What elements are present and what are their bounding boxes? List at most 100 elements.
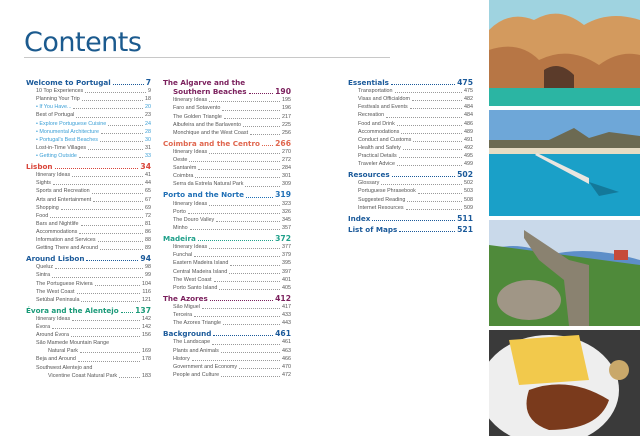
toc-entry[interactable]: The Azores Triangle 443 xyxy=(163,319,291,327)
toc-entry[interactable]: Porto 326 xyxy=(163,208,291,216)
toc-entry[interactable]: Sports and Recreation 65 xyxy=(26,187,151,195)
toc-entry[interactable]: Serra da Estrela Natural Park 309 xyxy=(163,180,291,188)
toc-entry[interactable]: Food and Drink 486 xyxy=(348,120,473,128)
toc-entry[interactable]: Getting There and Around 89 xyxy=(26,244,151,252)
section-heading[interactable]: Welcome to Portugal 7 xyxy=(26,78,151,87)
toc-entry[interactable]: The Landscape 461 xyxy=(163,338,291,346)
toc-entry[interactable]: Porto Santo Island 405 xyxy=(163,284,291,292)
toc-entry[interactable]: Portuguese Phrasebook 503 xyxy=(348,187,473,195)
entry-label: Around Évora xyxy=(36,332,69,339)
toc-entry[interactable]: Santarém 284 xyxy=(163,164,291,172)
section-heading[interactable]: Porto and the Norte 319 xyxy=(163,191,291,200)
toc-entry[interactable]: Accommodations 489 xyxy=(348,128,473,136)
toc-entry[interactable]: Beja and Around 178 xyxy=(26,355,151,363)
toc-entry[interactable]: Bars and Nightlife 81 xyxy=(26,220,151,228)
toc-entry[interactable]: Évora 142 xyxy=(26,323,151,331)
toc-entry[interactable]: Natural Park 169 xyxy=(26,347,151,355)
toc-entry[interactable]: Terceira 433 xyxy=(163,311,291,319)
section-heading[interactable]: The Azores 412 xyxy=(163,294,291,303)
toc-entry[interactable]: Minho 357 xyxy=(163,224,291,232)
toc-entry[interactable]: People and Culture 472 xyxy=(163,371,291,379)
toc-entry[interactable]: Planning Your Trip 18 xyxy=(26,95,151,103)
section-heading[interactable]: Around Lisbon 94 xyxy=(26,254,151,263)
entry-label: São Miguel xyxy=(173,304,200,310)
toc-entry[interactable]: Food 72 xyxy=(26,212,151,220)
toc-entry[interactable]: The West Coast 116 xyxy=(26,288,151,296)
section-heading[interactable]: Lisbon 34 xyxy=(26,162,151,171)
entry-label: Évora xyxy=(36,324,51,331)
toc-entry[interactable]: • Getting Outside 33 xyxy=(26,152,151,160)
toc-entry[interactable]: The Portuguese Riviera 104 xyxy=(26,280,151,288)
toc-entry[interactable]: São Mamede Mountain Range xyxy=(26,339,151,347)
toc-section: Resources 502 Glossary 502 Portuguese Phrase… xyxy=(348,170,473,212)
dot-leader xyxy=(70,336,140,338)
toc-entry[interactable]: Queluz 98 xyxy=(26,263,151,271)
toc-entry[interactable]: Monchique and the West Coast 256 xyxy=(163,129,291,137)
dot-leader xyxy=(191,359,280,361)
toc-entry[interactable]: Sights 44 xyxy=(26,179,151,187)
page-number: 270 xyxy=(282,149,291,156)
toc-entry[interactable]: Itinerary Ideas 142 xyxy=(26,315,151,323)
section-heading[interactable]: Évora and the Alentejo 137 xyxy=(26,306,151,315)
toc-entry[interactable]: Practical Details 495 xyxy=(348,152,473,160)
toc-entry[interactable]: The Douro Valley 345 xyxy=(163,216,291,224)
toc-entry[interactable]: Transportation 475 xyxy=(348,87,473,95)
section-heading[interactable]: The Algarve and the xyxy=(163,78,291,87)
toc-entry[interactable]: Around Évora 156 xyxy=(26,331,151,339)
section-heading[interactable]: Index 511 xyxy=(348,214,473,223)
toc-entry[interactable]: Itinerary Ideas 270 xyxy=(163,148,291,156)
toc-entry[interactable]: Festivals and Events 484 xyxy=(348,103,473,111)
entry-label: Suggested Reading xyxy=(358,196,406,203)
toc-entry[interactable]: Recreation 484 xyxy=(348,111,473,119)
toc-entry[interactable]: Plants and Animals 463 xyxy=(163,347,291,355)
toc-entry[interactable]: Funchal 379 xyxy=(163,251,291,259)
section-heading[interactable]: Southern Beaches 190 xyxy=(163,87,291,96)
toc-entry[interactable]: Itinerary Ideas 41 xyxy=(26,171,151,179)
toc-entry[interactable]: Lost-in-Time Villages 31 xyxy=(26,144,151,152)
toc-entry[interactable]: 10 Top Experiences 9 xyxy=(26,87,151,95)
toc-entry[interactable]: Government and Economy 470 xyxy=(163,363,291,371)
entry-label: Itinerary Ideas xyxy=(36,172,71,179)
toc-entry[interactable]: • Explore Portuguese Cuisine 24 xyxy=(26,120,151,128)
section-heading[interactable]: Madeira 372 xyxy=(163,234,291,243)
toc-entry[interactable]: Arts and Entertainment 67 xyxy=(26,196,151,204)
toc-entry[interactable]: The West Coast 401 xyxy=(163,276,291,284)
dot-leader xyxy=(99,140,143,142)
toc-entry[interactable]: History 466 xyxy=(163,355,291,363)
toc-entry[interactable]: The Golden Triangle 217 xyxy=(163,113,291,121)
toc-entry[interactable]: Central Madeira Island 397 xyxy=(163,268,291,276)
toc-entry[interactable]: Conduct and Customs 491 xyxy=(348,136,473,144)
toc-entry[interactable]: Eastern Madeira Island 395 xyxy=(163,259,291,267)
toc-entry[interactable]: Information and Services 88 xyxy=(26,236,151,244)
dot-leader xyxy=(398,157,462,159)
toc-entry[interactable]: Suggested Reading 508 xyxy=(348,196,473,204)
toc-entry[interactable]: Sintra 99 xyxy=(26,271,151,279)
section-heading[interactable]: Resources 502 xyxy=(348,170,473,179)
toc-entry[interactable]: Setúbal Peninsula 121 xyxy=(26,296,151,304)
toc-entry[interactable]: • Monumental Architecture 28 xyxy=(26,128,151,136)
toc-entry[interactable]: Traveler Advice 499 xyxy=(348,160,473,168)
toc-entry[interactable]: Itinerary Ideas 195 xyxy=(163,96,291,104)
toc-entry[interactable]: Shopping 69 xyxy=(26,204,151,212)
toc-entry[interactable]: São Miguel 417 xyxy=(163,303,291,311)
section-heading[interactable]: List of Maps 521 xyxy=(348,225,473,234)
toc-entry[interactable]: Itinerary Ideas 377 xyxy=(163,243,291,251)
toc-entry[interactable]: • If You Have... 20 xyxy=(26,103,151,111)
toc-entry[interactable]: Albufeira and the Barlavento 225 xyxy=(163,121,291,129)
section-heading[interactable]: Essentials 475 xyxy=(348,78,473,87)
toc-entry[interactable]: • Portugal's Best Beaches 30 xyxy=(26,136,151,144)
toc-entry[interactable]: Best of Portugal 23 xyxy=(26,111,151,119)
toc-entry[interactable]: Coimbra 301 xyxy=(163,172,291,180)
toc-entry[interactable]: Accommodations 86 xyxy=(26,228,151,236)
toc-entry[interactable]: Oeste 272 xyxy=(163,156,291,164)
toc-entry[interactable]: Southwest Alentejo and xyxy=(26,364,151,372)
section-heading[interactable]: Background 461 xyxy=(163,329,291,338)
toc-entry[interactable]: Health and Safety 492 xyxy=(348,144,473,152)
toc-entry[interactable]: Faro and Sotavento 196 xyxy=(163,104,291,112)
section-heading[interactable]: Coimbra and the Centro 266 xyxy=(163,139,291,148)
toc-entry[interactable]: Vicentine Coast Natural Park 183 xyxy=(26,372,151,380)
toc-entry[interactable]: Internet Resources 509 xyxy=(348,204,473,212)
toc-entry[interactable]: Glossary 502 xyxy=(348,179,473,187)
toc-entry[interactable]: Itinerary Ideas 323 xyxy=(163,200,291,208)
toc-entry[interactable]: Visas and Officialdom 482 xyxy=(348,95,473,103)
